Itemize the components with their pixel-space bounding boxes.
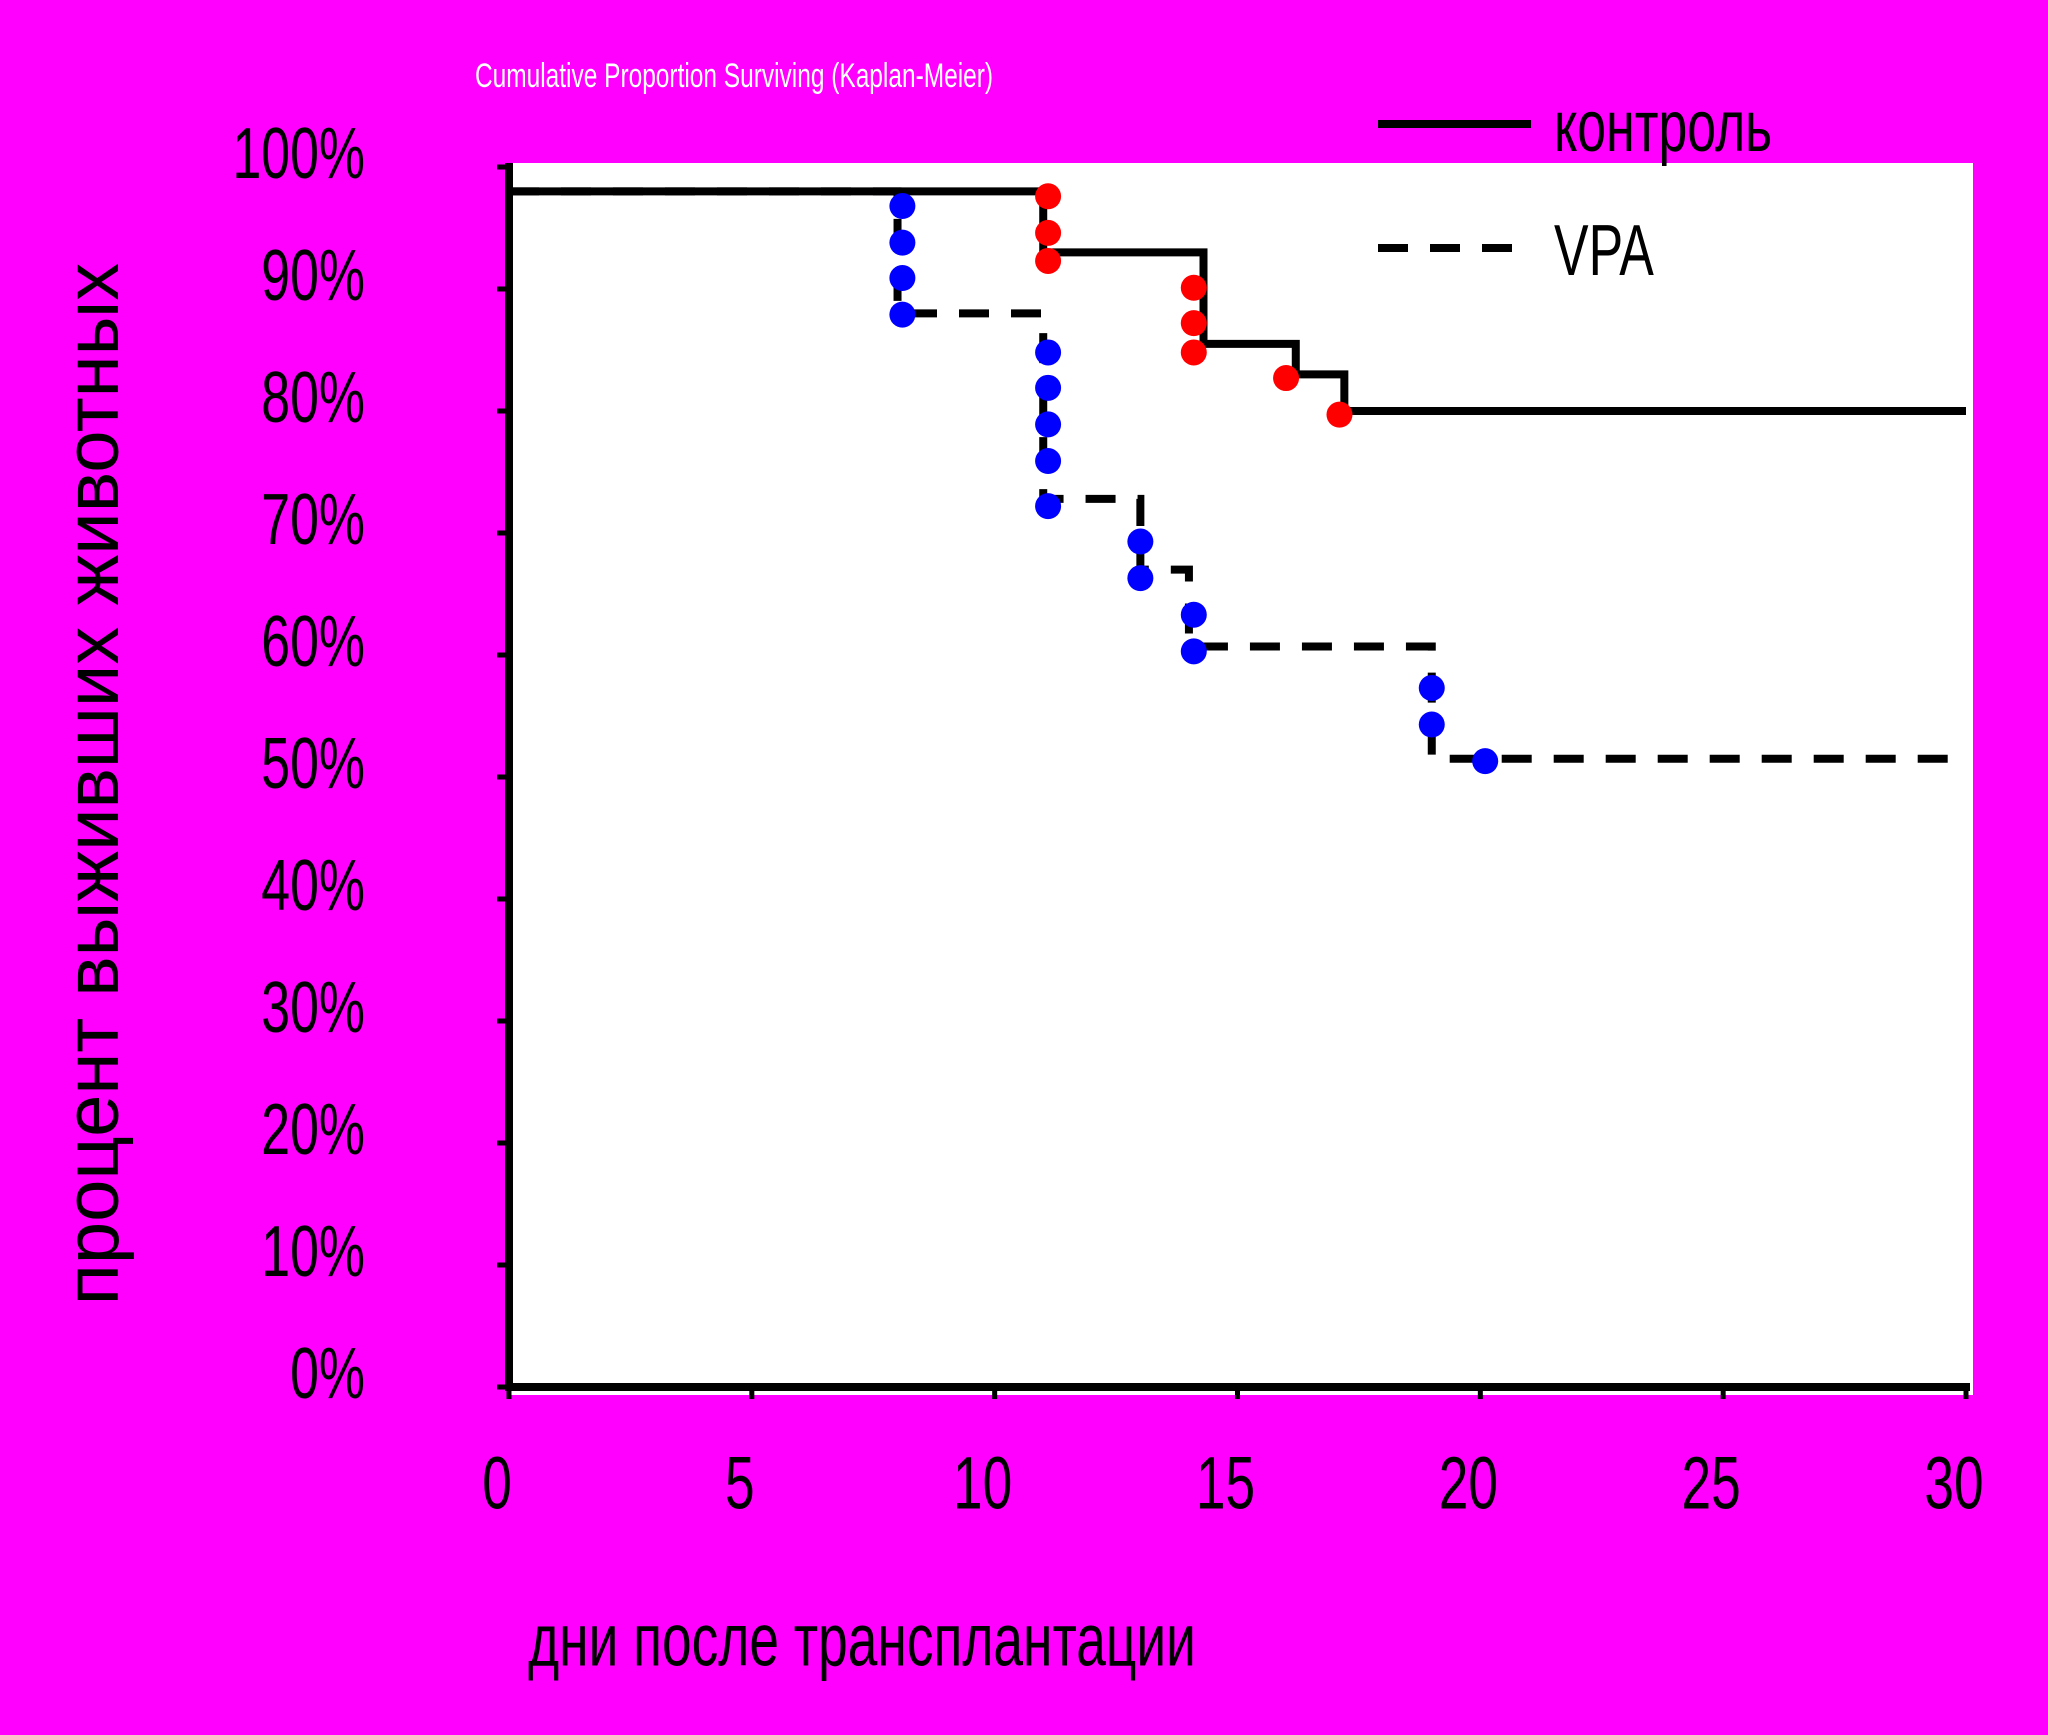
y-tick-label: 20% [261,1090,365,1170]
x-axis-label: дни после трансплантации [528,1599,1196,1682]
event-marker [889,265,916,292]
y-tick-label: 50% [261,724,365,804]
x-tick-label: 30 [1924,1442,1983,1525]
y-tick-label: 0% [290,1334,365,1414]
event-marker [1180,310,1207,337]
event-marker [1180,339,1207,366]
event-marker [1180,601,1207,628]
event-marker [1418,674,1445,701]
event-marker [1273,365,1300,392]
x-tick-label: 20 [1439,1442,1498,1525]
x-tick-label: 0 [482,1442,512,1525]
event-marker [1472,748,1499,775]
y-tick-label: 10% [261,1212,365,1292]
y-tick-label: 40% [261,846,365,926]
event-marker [1326,401,1353,428]
event-marker [1035,219,1062,246]
event-marker [1035,448,1062,475]
event-marker [1127,565,1154,592]
event-marker [1418,711,1445,738]
y-tick-label: 30% [261,968,365,1048]
event-marker [1180,274,1207,301]
event-marker [1035,339,1062,366]
x-tick-label: 25 [1682,1442,1741,1525]
event-marker [1127,528,1154,555]
event-marker [1035,411,1062,438]
x-tick-label: 10 [953,1442,1012,1525]
event-marker [1035,247,1062,274]
legend-label: VPA [1554,211,1654,291]
y-tick-label: 60% [261,602,365,682]
y-tick-label: 90% [261,236,365,316]
event-marker [1035,374,1062,401]
y-tick-label: 100% [232,114,365,194]
plot-area [509,163,1973,1395]
legend-label: контроль [1554,87,1772,167]
y-tick-label: 80% [261,358,365,438]
y-axis-label: процент выживших животных [50,263,135,1306]
event-marker [889,193,916,220]
x-tick-label: 5 [725,1442,755,1525]
event-marker [1180,638,1207,665]
event-marker [1035,183,1062,210]
x-tick-label: 15 [1196,1442,1255,1525]
survival-line [509,187,1966,763]
y-tick-label: 70% [261,480,365,560]
event-marker [1035,493,1062,520]
event-marker [889,229,916,256]
chart-title: Cumulative Proportion Surviving (Kaplan-… [475,57,993,95]
event-marker [889,301,916,328]
